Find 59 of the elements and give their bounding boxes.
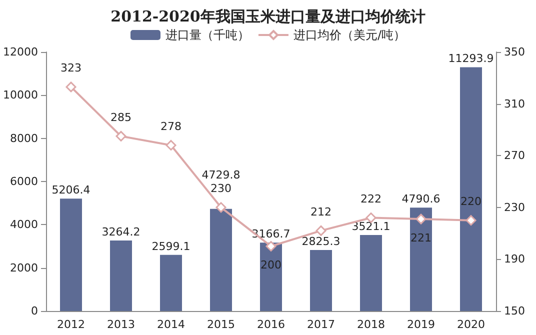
data-label: 278 (160, 120, 182, 133)
y2-tick-label: 310 (504, 97, 525, 110)
point (116, 130, 126, 142)
bar (60, 198, 82, 311)
data-label: 323 (60, 62, 82, 75)
y-tick-label: 12000 (3, 46, 38, 58)
point (66, 82, 76, 92)
data-label: 3521.1 (352, 220, 390, 234)
x-tick-label: 2016 (257, 318, 285, 331)
bar (310, 250, 332, 311)
data-label: 11293.9 (448, 52, 494, 66)
y-tick-label: 10000 (3, 88, 38, 102)
y-tick-label: 2000 (10, 261, 38, 274)
y-tick-label: 8000 (10, 132, 38, 145)
bar (460, 67, 482, 311)
chart-title: 2012-2020年我国玉米进口量及进口均价统计 (110, 8, 426, 26)
y2-tick-label: 230 (504, 200, 525, 214)
legend-label: 进口均价（美元/吨） (293, 28, 406, 42)
x-tick-label: 2019 (407, 318, 435, 331)
point (266, 241, 276, 252)
data-label: 212 (310, 205, 332, 218)
data-label: 2825.3 (302, 235, 340, 248)
y-tick-label: 0 (31, 304, 38, 318)
data-label: 222 (360, 192, 382, 206)
y-tick-label: 4000 (10, 218, 38, 232)
data-label: 3264.2 (102, 226, 140, 239)
bar (410, 208, 432, 311)
x-tick-label: 2014 (157, 318, 185, 331)
data-label: 3166.7 (252, 228, 290, 241)
y2-tick-label: 270 (504, 149, 525, 162)
bar (110, 240, 132, 311)
data-label: 230 (210, 182, 232, 196)
x-tick-label: 2015 (207, 318, 235, 331)
y2-tick-label: 190 (504, 252, 525, 266)
x-tick-label: 2020 (457, 318, 485, 331)
data-label: 221 (410, 231, 432, 244)
data-label: 285 (110, 110, 132, 124)
data-label: 200 (260, 258, 282, 272)
data-label: 4790.6 (402, 192, 440, 206)
bar (210, 208, 232, 311)
x-tick-label: 2013 (107, 318, 135, 331)
legend-label: 进口量（千吨） (165, 28, 250, 42)
data-label: 220 (460, 195, 482, 208)
bar (360, 235, 382, 311)
point (416, 214, 426, 224)
x-tick-label: 2017 (307, 318, 335, 331)
y2-tick-label: 150 (504, 304, 525, 318)
x-tick-label: 2018 (357, 318, 385, 331)
point (316, 225, 326, 236)
data-label: 2599.1 (152, 240, 190, 253)
x-tick-label: 2012 (57, 318, 85, 331)
y2-tick-label: 350 (504, 46, 525, 58)
point (216, 202, 226, 213)
point (166, 140, 176, 150)
bar (160, 254, 182, 311)
point (466, 215, 476, 226)
y-tick-label: 6000 (10, 175, 38, 188)
data-label: 4729.8 (202, 168, 240, 182)
data-label: 5206.4 (52, 184, 90, 197)
